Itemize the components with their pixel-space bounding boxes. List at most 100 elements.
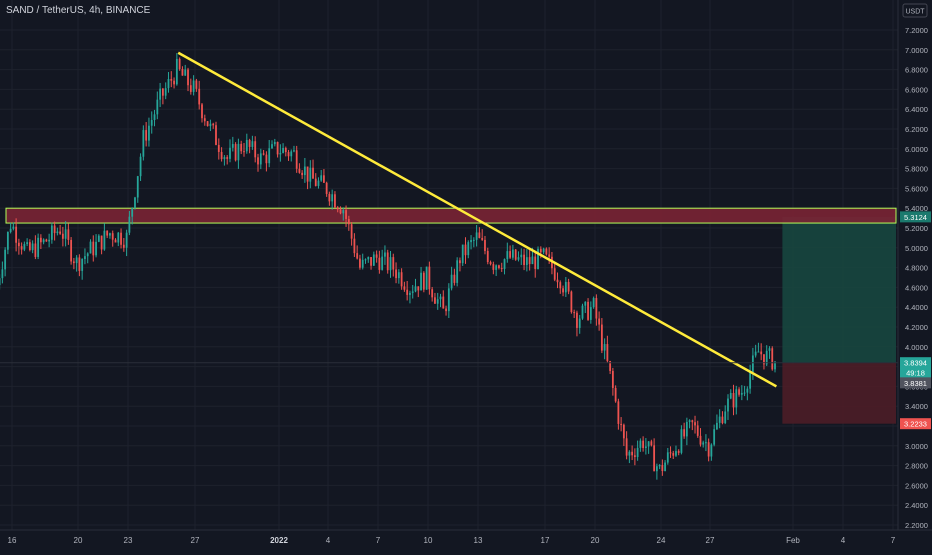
candle-up [150,120,153,126]
candle-down [576,312,578,328]
price-axis-background [898,0,932,550]
candle-down [534,256,537,269]
countdown-label: 49:18 [906,369,925,378]
candle-down [562,288,564,293]
candle-down [732,392,735,408]
candle-down [328,193,331,202]
candle-up [142,130,145,157]
candle-down [609,361,612,371]
candle-down [257,157,259,165]
candle-down [72,261,75,264]
candle-up [470,240,472,243]
price-tick-label: 7.2000 [905,26,928,35]
candle-down [570,291,573,313]
candle-down [622,424,625,439]
time-tick-label: 23 [124,536,133,545]
candle-up [303,166,306,176]
price-tick-label: 6.4000 [905,105,928,114]
candle-down [356,253,359,259]
candle-up [268,148,271,164]
candle-up [84,256,86,259]
price-tick-label: 4.0000 [905,343,928,352]
price-tick-label: 2.8000 [905,462,928,471]
candle-up [223,157,226,160]
candle-down [422,272,425,290]
candle-up [729,392,732,399]
candle-down [484,239,486,251]
candle-up [472,239,475,241]
currency-label: USDT [905,9,925,16]
candle-down [173,80,175,85]
last-price-tag [900,357,931,369]
candle-up [461,244,464,264]
candle-down [567,281,570,292]
candle-up [23,244,26,250]
candle-down [353,238,356,254]
candle-down [78,257,81,271]
candle-up [229,147,231,159]
candle-up [768,348,771,351]
candle-down [70,239,73,262]
candle-up [754,351,757,356]
candle-down [721,416,724,424]
candle-down [67,229,70,240]
candle-up [175,58,178,85]
candle-down [683,429,686,437]
candle-down [178,58,181,70]
candle-down [489,262,492,265]
candle-down [220,151,223,160]
candle-up [320,175,323,181]
candle-down [595,298,598,319]
candle-down [312,167,314,179]
candle-down [53,225,56,234]
price-tick-label: 4.2000 [905,323,928,332]
candle-up [309,167,312,182]
candle-up [436,299,439,304]
candle-down [203,118,206,122]
candle-down [314,178,317,186]
target-zone [782,216,896,363]
candle-up [131,207,134,217]
candle-down [206,121,209,127]
price-tick-label: 5.6000 [905,184,928,193]
candle-down [287,152,290,157]
candle-down [59,231,62,234]
candle-down [442,296,445,309]
candle-down [262,153,265,155]
candle-up [12,226,15,229]
candle-up [384,252,386,257]
candle-up [1,269,4,279]
candle-down [34,243,37,257]
candle-down [100,235,103,250]
candle-down [492,264,495,270]
candle-up [628,451,631,456]
candle-down [106,230,109,236]
candle-up [411,291,414,293]
candle-up [447,288,450,312]
candle-down [243,151,245,153]
candle-up [282,147,284,153]
candle-down [336,207,339,210]
candle-up [639,440,642,448]
candle-down [350,224,353,239]
candle-down [691,420,694,423]
candle-up [718,416,721,423]
candle-down [631,451,634,456]
candle-up [751,355,754,373]
candle-up [37,237,40,257]
candle-down [539,248,542,253]
candle-up [531,256,534,265]
candle-up [125,232,128,248]
price-tick-label: 3.4000 [905,402,928,411]
candle-down [625,438,628,456]
candle-down [276,141,279,155]
candle-up [584,301,587,306]
candle-up [167,78,170,89]
candle-down [198,88,201,105]
time-tick-label: 7 [376,536,381,545]
candle-up [414,286,417,292]
candle-down [114,239,117,243]
